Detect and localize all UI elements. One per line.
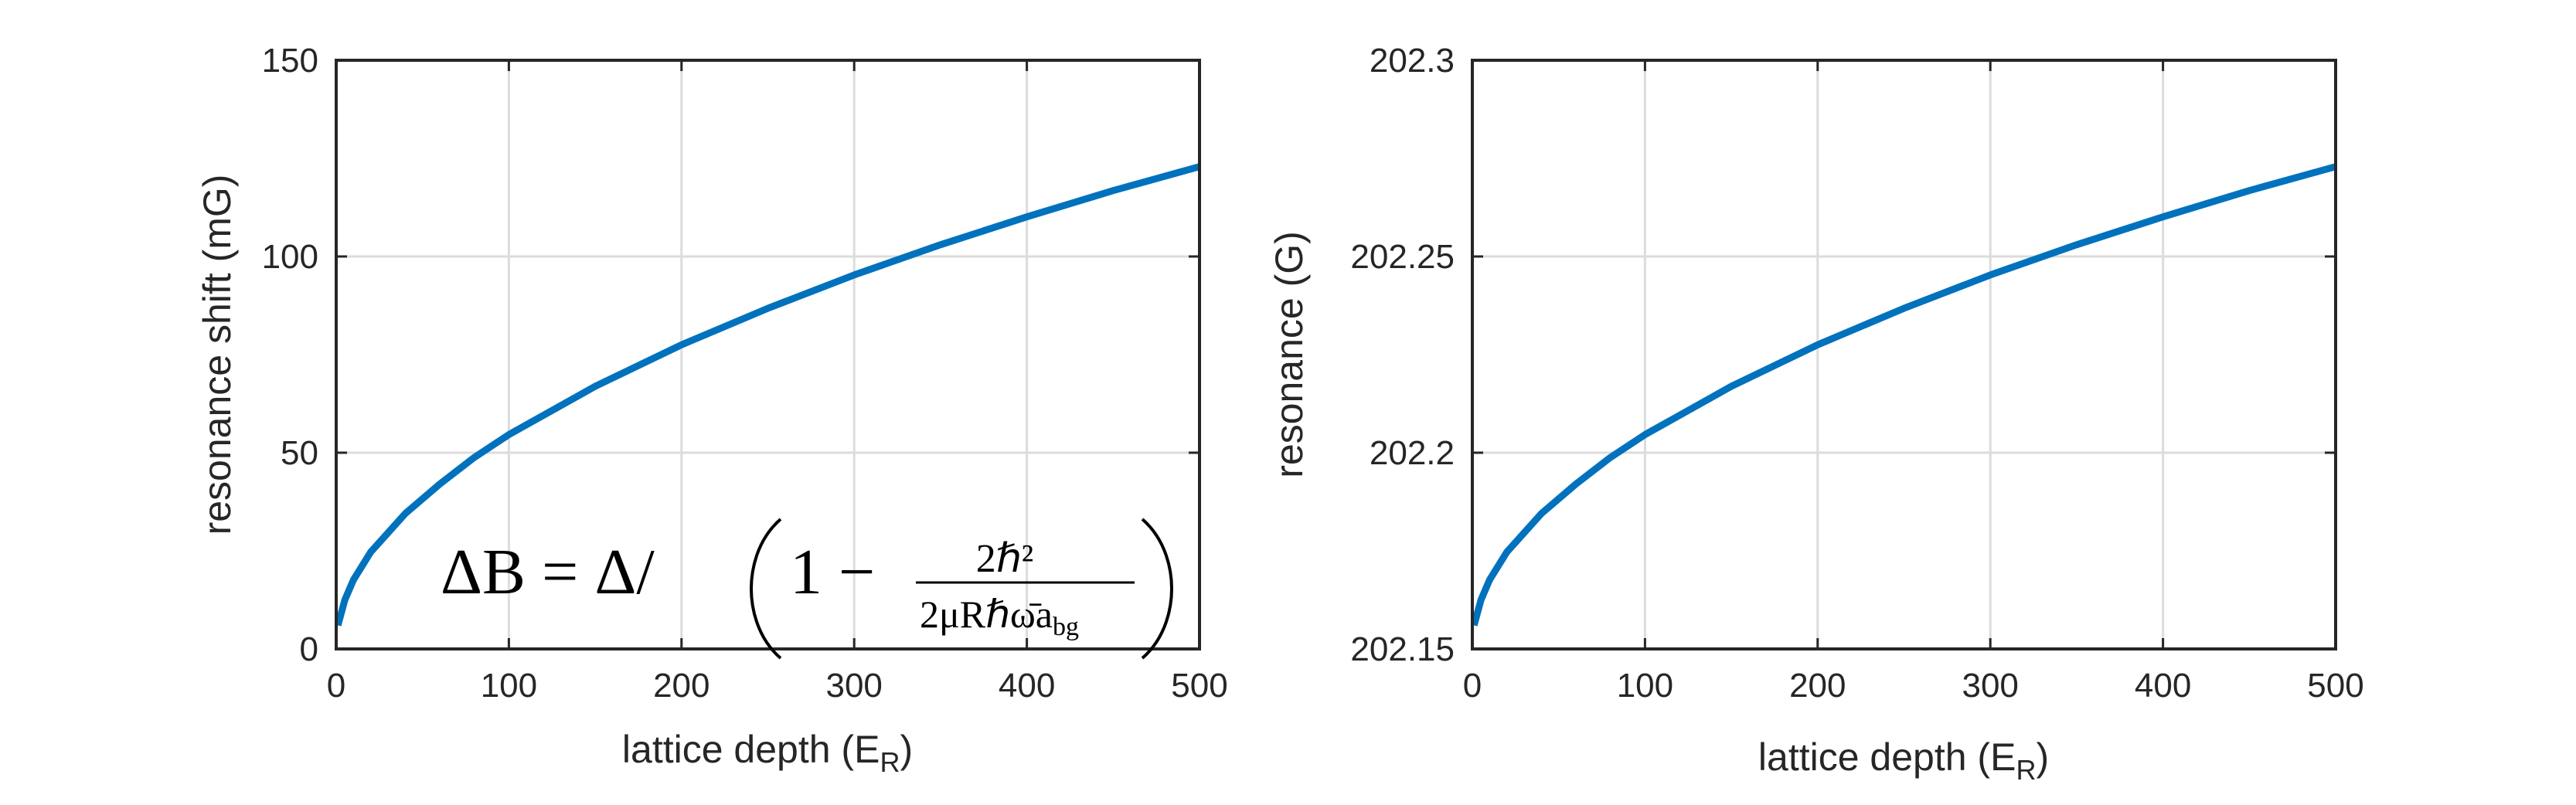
equation-one-minus: 1 − — [790, 536, 875, 608]
left-grid — [336, 60, 1200, 649]
equation-lhs: ΔB = Δ/ — [441, 536, 655, 608]
right-x-tick-label: 300 — [1962, 667, 2018, 705]
equation-annotation: ΔB = Δ/ 1 − 2ℏ² 2μRℏω̄abg — [441, 518, 1174, 660]
equation-denominator: 2μRℏω̄abg — [920, 593, 1079, 641]
right-x-axis-label: lattice depth (ER) — [1758, 735, 2049, 786]
right-chart: 0 100 200 300 400 500 202.15 202.2 202.25 202.3 l… — [1268, 42, 2364, 786]
left-x-tick-label: 500 — [1171, 667, 1227, 705]
left-axes-box — [335, 59, 1201, 650]
left-y-tick-label: 0 — [300, 630, 318, 668]
left-x-tick-label: 200 — [653, 667, 710, 705]
left-y-tick-label: 50 — [281, 434, 318, 472]
equation-numerator: 2ℏ² — [976, 537, 1034, 581]
left-x-tick-label: 400 — [999, 667, 1055, 705]
right-tick-labels: 0 100 200 300 400 500 202.15 202.2 202.25 202.3 — [1350, 42, 2363, 705]
left-chart: 0 100 200 300 400 500 0 50 100 150 lattice depth … — [196, 42, 1228, 778]
equation-left-paren — [749, 518, 782, 660]
right-y-tick-label: 202.2 — [1370, 434, 1455, 472]
right-x-tick-label: 500 — [2307, 667, 2363, 705]
left-x-tick-label: 300 — [825, 667, 882, 705]
left-y-axis-label: resonance shift (mG) — [196, 175, 239, 535]
right-y-axis-label: resonance (G) — [1268, 231, 1311, 478]
right-y-tick-label: 202.3 — [1370, 42, 1455, 80]
left-tick-labels: 0 100 200 300 400 500 0 50 100 150 — [262, 42, 1228, 705]
right-x-tick-label: 200 — [1789, 667, 1846, 705]
left-x-axis-label: lattice depth (ER) — [622, 728, 913, 778]
left-plot-area — [336, 60, 1200, 649]
left-y-tick-label: 150 — [262, 42, 318, 80]
right-series-line — [1470, 163, 2337, 627]
left-series-line — [334, 163, 1201, 627]
right-axes-box — [1471, 59, 2337, 650]
left-x-tick-label: 0 — [327, 667, 345, 705]
left-y-tick-label: 100 — [262, 238, 318, 276]
right-plot-area — [1472, 60, 2336, 649]
right-x-tick-label: 0 — [1463, 667, 1482, 705]
equation-right-paren — [1141, 518, 1174, 660]
right-x-tick-label: 100 — [1617, 667, 1673, 705]
right-x-tick-label: 400 — [2135, 667, 2191, 705]
left-x-tick-label: 100 — [481, 667, 537, 705]
right-y-tick-label: 202.25 — [1350, 238, 1455, 276]
right-y-tick-label: 202.15 — [1350, 630, 1455, 668]
